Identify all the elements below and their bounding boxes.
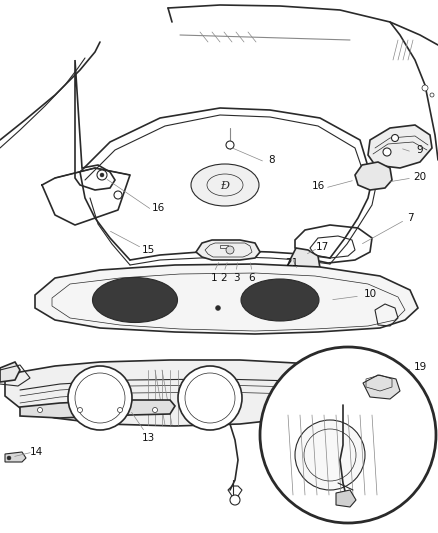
Circle shape <box>114 191 122 199</box>
Circle shape <box>78 408 82 413</box>
Ellipse shape <box>241 279 319 321</box>
Text: 19: 19 <box>413 362 427 372</box>
Circle shape <box>68 366 132 430</box>
Polygon shape <box>285 248 320 278</box>
Ellipse shape <box>191 164 259 206</box>
Circle shape <box>100 173 104 177</box>
Circle shape <box>392 134 399 141</box>
Polygon shape <box>355 162 392 190</box>
Circle shape <box>226 141 234 149</box>
Circle shape <box>117 408 123 413</box>
Text: 1: 1 <box>211 273 217 283</box>
Text: 3: 3 <box>233 273 239 283</box>
Text: 9: 9 <box>417 145 423 155</box>
Circle shape <box>230 495 240 505</box>
Circle shape <box>97 170 107 180</box>
Circle shape <box>430 93 434 97</box>
Text: 10: 10 <box>364 289 377 299</box>
Text: 15: 15 <box>141 245 155 255</box>
Circle shape <box>295 420 365 490</box>
Circle shape <box>226 246 234 254</box>
Polygon shape <box>5 360 345 426</box>
Circle shape <box>260 347 436 523</box>
Text: 16: 16 <box>311 181 325 191</box>
Polygon shape <box>20 400 175 418</box>
Text: 16: 16 <box>152 203 165 213</box>
Polygon shape <box>196 240 260 260</box>
Circle shape <box>152 408 158 413</box>
Circle shape <box>215 305 220 311</box>
Circle shape <box>38 408 42 413</box>
Polygon shape <box>336 490 356 507</box>
Circle shape <box>7 456 11 460</box>
Text: 8: 8 <box>268 155 276 165</box>
Polygon shape <box>35 264 418 334</box>
Text: 2: 2 <box>221 273 227 283</box>
Text: 21: 21 <box>286 258 299 268</box>
Circle shape <box>178 366 242 430</box>
Circle shape <box>383 148 391 156</box>
Text: 17: 17 <box>315 242 328 252</box>
Polygon shape <box>363 375 400 399</box>
Polygon shape <box>5 452 26 462</box>
Ellipse shape <box>92 278 177 322</box>
Polygon shape <box>0 362 20 382</box>
Text: 20: 20 <box>413 172 427 182</box>
Text: 13: 13 <box>141 433 155 443</box>
Text: 14: 14 <box>29 447 42 457</box>
Text: 6: 6 <box>249 273 255 283</box>
Circle shape <box>422 85 428 91</box>
Polygon shape <box>368 125 432 168</box>
Text: 7: 7 <box>407 213 413 223</box>
Text: Ð: Ð <box>220 181 230 191</box>
